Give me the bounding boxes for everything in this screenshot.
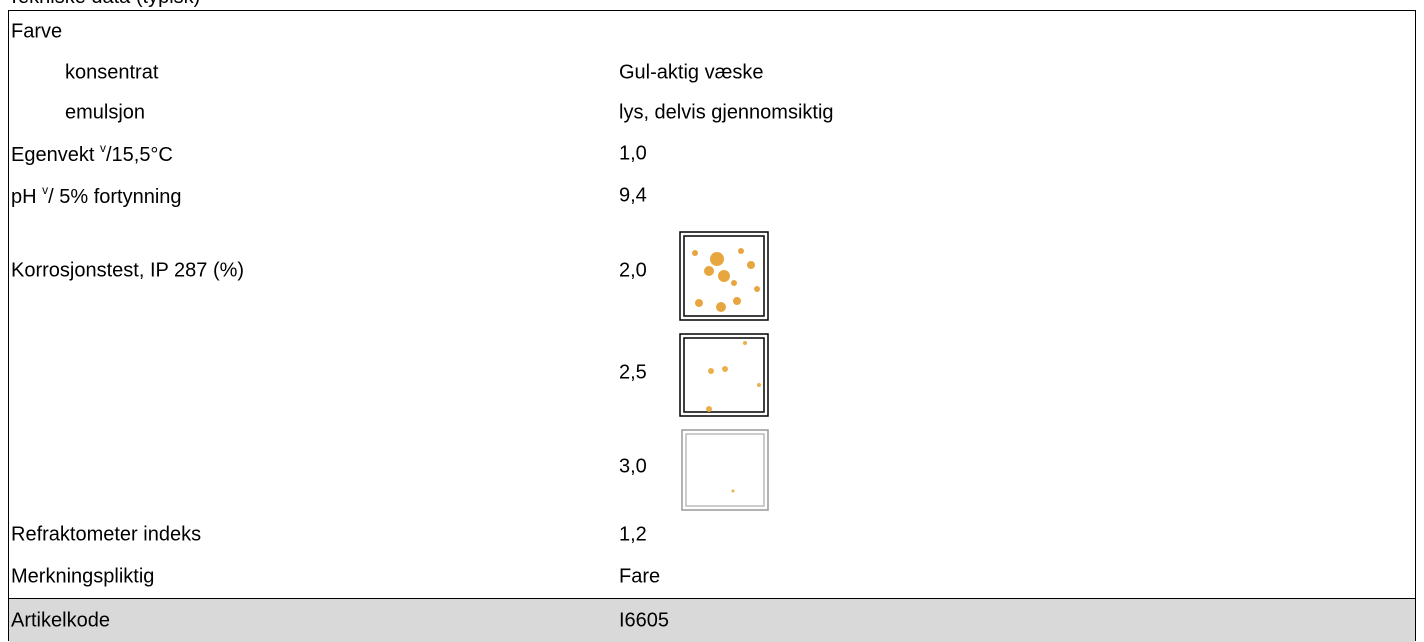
label: pH v/ 5% fortynning — [11, 183, 182, 209]
value: Gul-aktig væske — [619, 62, 764, 85]
label: konsentrat — [65, 62, 158, 85]
row: pH v/ 5% fortynning 9,4 — [9, 175, 1415, 217]
label: Farve — [11, 21, 62, 44]
row: 2,5 — [9, 325, 1415, 421]
row: Egenvekt v/15,5°C 1,0 — [9, 133, 1415, 175]
row: emulsjon lys, delvis gjennomsiktig — [9, 93, 1415, 133]
corrosion-image — [679, 333, 769, 417]
page: Tekniske data (typisk) Farve konsentrat G… — [0, 0, 1424, 641]
value: 3,0 — [619, 456, 647, 479]
label-text: pH — [11, 186, 42, 208]
row: Artikelkode I6605 — [9, 598, 1415, 642]
corrosion-image — [681, 429, 769, 511]
value: Fare — [619, 566, 660, 589]
label: Refraktometer indeks — [11, 523, 201, 546]
row: Merkningspliktig Fare — [9, 556, 1415, 598]
title: Tekniske data (typisk) — [8, 0, 200, 9]
value: lys, delvis gjennomsiktig — [619, 102, 834, 125]
row: Farve — [9, 11, 1415, 53]
label: Egenvekt v/15,5°C — [11, 141, 173, 167]
label: Korrosjonstest, IP 287 (%) — [11, 260, 244, 283]
label-suffix: / 5% fortynning — [48, 186, 181, 208]
table: Farve konsentrat Gul-aktig væske emulsjon… — [8, 10, 1416, 641]
row: 3,0 — [9, 421, 1415, 513]
value: I6605 — [619, 609, 669, 632]
value: 2,0 — [619, 260, 647, 283]
corrosion-image — [679, 231, 769, 321]
value: 2,5 — [619, 362, 647, 385]
row: konsentrat Gul-aktig væske — [9, 53, 1415, 93]
value: 1,2 — [619, 523, 647, 546]
row: Korrosjonstest, IP 287 (%) 2,0 — [9, 217, 1415, 325]
label: Artikelkode — [11, 609, 110, 632]
label-suffix: /15,5°C — [106, 144, 173, 166]
value: 1,0 — [619, 143, 647, 166]
row: Refraktometer indeks 1,2 — [9, 513, 1415, 556]
label: emulsjon — [65, 102, 145, 125]
label: Merkningspliktig — [11, 566, 154, 589]
value: 9,4 — [619, 185, 647, 208]
label-text: Egenvekt — [11, 144, 100, 166]
